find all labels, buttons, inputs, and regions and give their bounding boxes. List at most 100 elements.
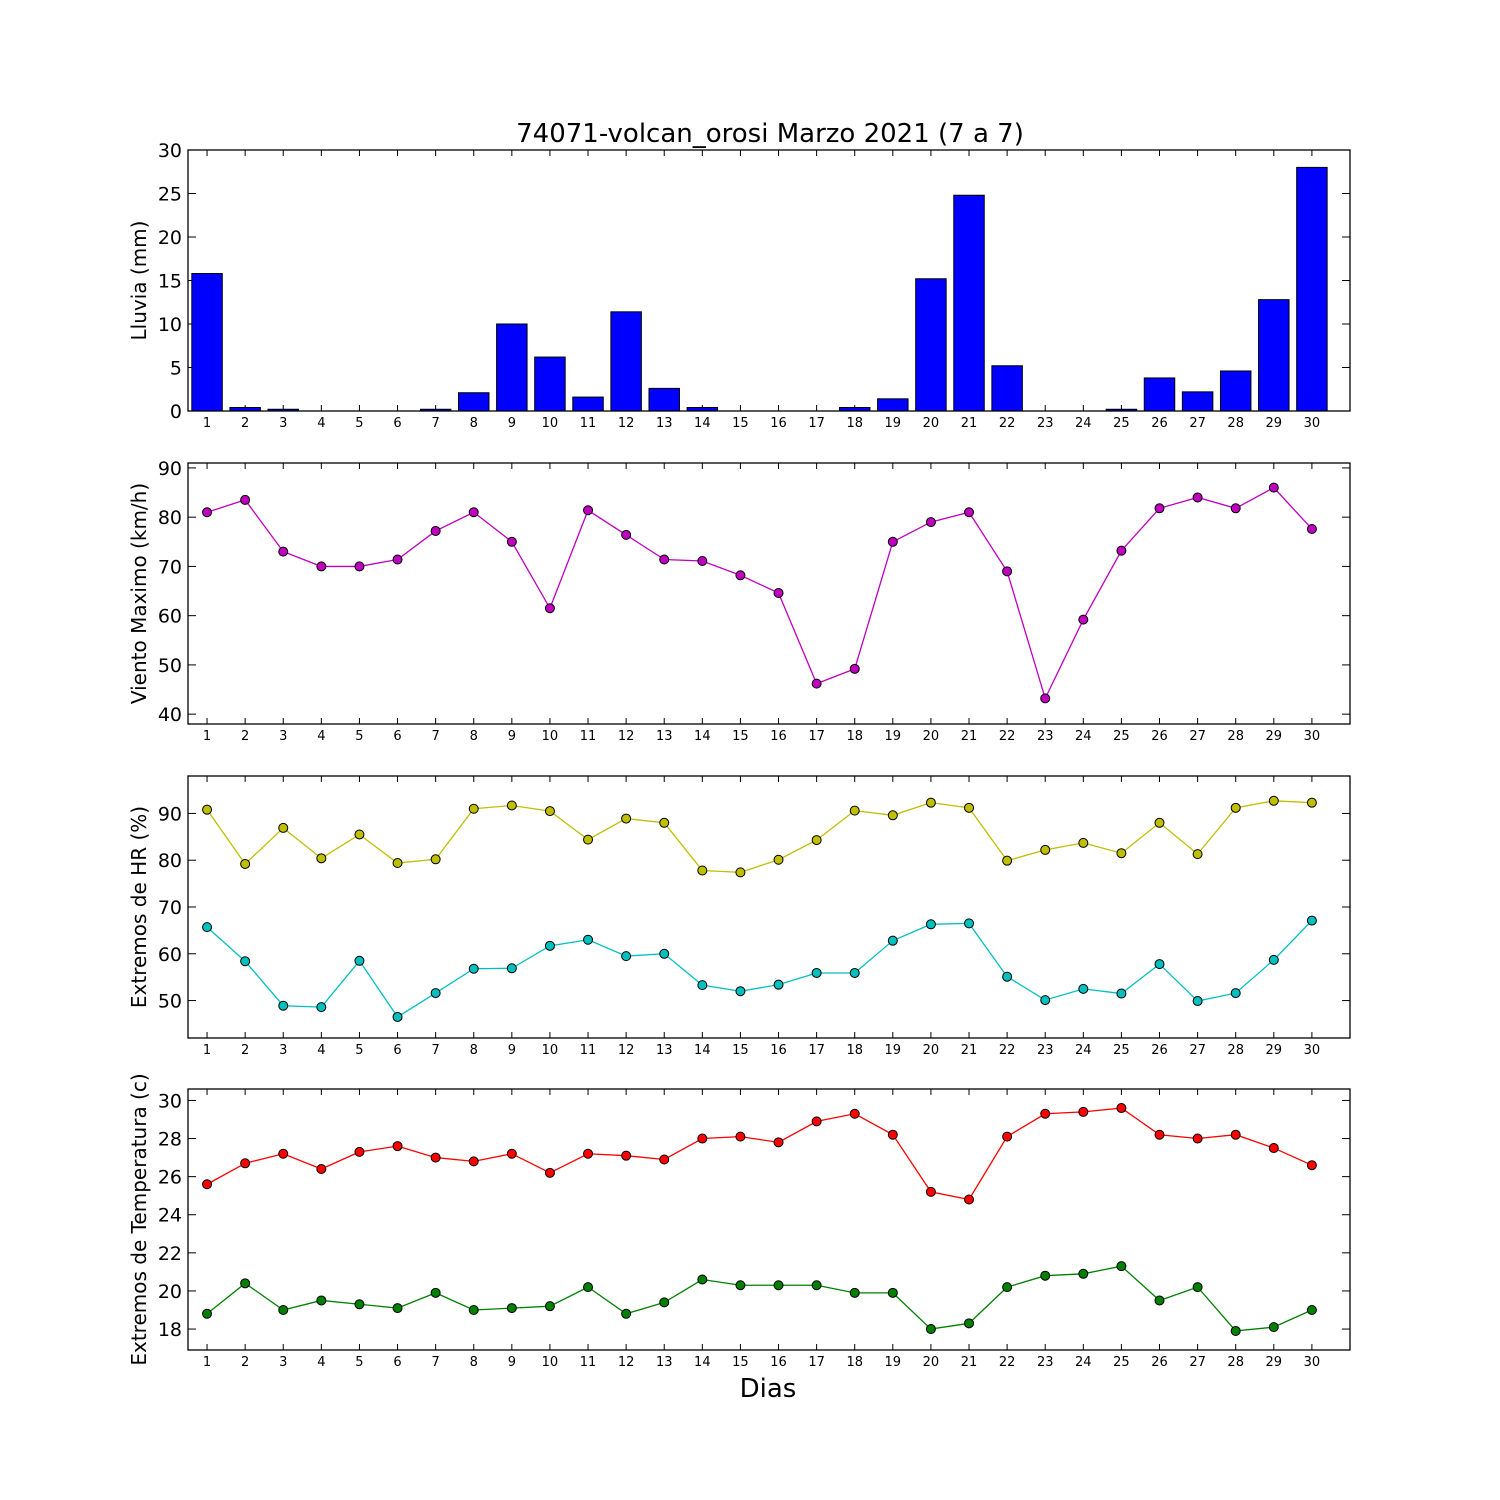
humidity-point xyxy=(1116,848,1127,859)
humidity-point xyxy=(1268,795,1279,806)
rainfall-x-tick-label: 14 xyxy=(694,416,711,431)
temperature-point xyxy=(925,1324,936,1335)
figure-title: 74071-volcan_orosi Marzo 2021 (7 a 7) xyxy=(516,119,1024,149)
humidity-point xyxy=(1040,995,1051,1006)
rainfall-x-tick-label: 22 xyxy=(999,416,1016,431)
humidity-point xyxy=(659,817,670,828)
temperature-y-tick-label: 18 xyxy=(158,1319,182,1341)
max-wind-x-tick-label: 21 xyxy=(961,729,978,744)
rainfall-x-tick-label: 28 xyxy=(1227,416,1244,431)
temperature-point xyxy=(583,1282,594,1293)
humidity-x-tick-label: 8 xyxy=(470,1043,478,1058)
rainfall-x-tick-label: 26 xyxy=(1151,416,1168,431)
rainfall-x-tick-label: 13 xyxy=(656,416,673,431)
temperature-x-tick-label: 16 xyxy=(770,1355,787,1370)
temperature-point xyxy=(621,1308,632,1319)
humidity-point xyxy=(697,865,708,876)
temperature-series-line-1 xyxy=(206,1107,1313,1201)
humidity-y-tick-label: 80 xyxy=(158,850,182,872)
temperature-x-tick-label: 22 xyxy=(999,1355,1016,1370)
max-wind-series-line-1 xyxy=(206,486,1313,701)
rainfall-y-tick-label: 30 xyxy=(158,140,182,162)
temperature-point xyxy=(964,1194,975,1205)
temperature-x-tick-label: 2 xyxy=(241,1355,249,1370)
temperature-y-tick-label: 26 xyxy=(158,1167,182,1189)
temperature-point xyxy=(1230,1325,1241,1336)
temperature-point xyxy=(1040,1108,1051,1119)
temperature-series-line-2 xyxy=(206,1265,1313,1332)
humidity-point xyxy=(544,940,555,951)
humidity-x-tick-label: 15 xyxy=(732,1043,749,1058)
temperature-point xyxy=(621,1150,632,1161)
temperature-point xyxy=(849,1108,860,1119)
humidity-point xyxy=(773,979,784,990)
humidity-point xyxy=(1078,983,1089,994)
rainfall-bar xyxy=(953,194,985,412)
max-wind-x-tick-label: 27 xyxy=(1189,729,1206,744)
temperature-point xyxy=(1230,1129,1241,1140)
temperature-point xyxy=(811,1116,822,1127)
humidity-point xyxy=(849,805,860,816)
humidity-point xyxy=(1230,802,1241,813)
temperature-x-tick-label: 30 xyxy=(1304,1355,1321,1370)
temperature-x-tick-label: 15 xyxy=(732,1355,749,1370)
max-wind-y-tick-label: 70 xyxy=(158,556,182,578)
humidity-point xyxy=(506,800,517,811)
temperature-point xyxy=(316,1295,327,1306)
temperature-x-tick-label: 9 xyxy=(508,1355,516,1370)
max-wind-x-tick-label: 19 xyxy=(885,729,902,744)
max-wind-x-tick-label: 30 xyxy=(1304,729,1321,744)
humidity-point xyxy=(621,951,632,962)
max-wind-point xyxy=(849,663,860,674)
max-wind-point xyxy=(964,507,975,518)
max-wind-point xyxy=(1306,523,1317,534)
temperature-point xyxy=(1078,1268,1089,1279)
humidity-point xyxy=(849,967,860,978)
temperature-point xyxy=(849,1287,860,1298)
humidity-point xyxy=(430,854,441,865)
temperature-x-tick-label: 8 xyxy=(470,1355,478,1370)
rainfall-bar xyxy=(610,311,642,412)
temperature-x-tick-label: 25 xyxy=(1113,1355,1130,1370)
max-wind-point xyxy=(735,570,746,581)
max-wind-x-tick-label: 15 xyxy=(732,729,749,744)
temperature-point xyxy=(278,1304,289,1315)
temperature-point xyxy=(1078,1106,1089,1117)
temperature-x-tick-label: 21 xyxy=(961,1355,978,1370)
rainfall-x-tick-label: 1 xyxy=(203,416,211,431)
rainfall-x-tick-label: 7 xyxy=(431,416,439,431)
humidity-x-tick-label: 4 xyxy=(317,1043,325,1058)
rainfall-bar xyxy=(572,396,604,412)
humidity-point xyxy=(278,1000,289,1011)
humidity-point xyxy=(811,967,822,978)
humidity-point xyxy=(392,1011,403,1022)
max-wind-point xyxy=(506,536,517,547)
max-wind-point xyxy=(925,517,936,528)
temperature-point xyxy=(583,1148,594,1159)
temperature-x-tick-label: 14 xyxy=(694,1355,711,1370)
temperature-point xyxy=(1154,1295,1165,1306)
max-wind-point xyxy=(240,494,251,505)
humidity-point xyxy=(659,948,670,959)
humidity-x-tick-label: 13 xyxy=(656,1043,673,1058)
humidity-point xyxy=(773,854,784,865)
humidity-point xyxy=(1154,959,1165,970)
humidity-point xyxy=(316,853,327,864)
temperature-point xyxy=(316,1164,327,1175)
max-wind-point xyxy=(659,554,670,565)
humidity-x-tick-label: 22 xyxy=(999,1043,1016,1058)
temperature-point xyxy=(659,1297,670,1308)
humidity-x-tick-label: 25 xyxy=(1113,1043,1130,1058)
temperature-point xyxy=(887,1287,898,1298)
max-wind-x-tick-label: 9 xyxy=(508,729,516,744)
humidity-point xyxy=(1040,844,1051,855)
humidity-point xyxy=(468,803,479,814)
temperature-x-tick-label: 17 xyxy=(808,1355,825,1370)
temperature-point xyxy=(773,1137,784,1148)
rainfall-bar xyxy=(534,356,566,412)
temperature-point xyxy=(1268,1322,1279,1333)
rainfall-bar xyxy=(457,392,490,412)
temperature-point xyxy=(1154,1129,1165,1140)
humidity-point xyxy=(1306,915,1317,926)
max-wind-point xyxy=(1192,492,1203,503)
